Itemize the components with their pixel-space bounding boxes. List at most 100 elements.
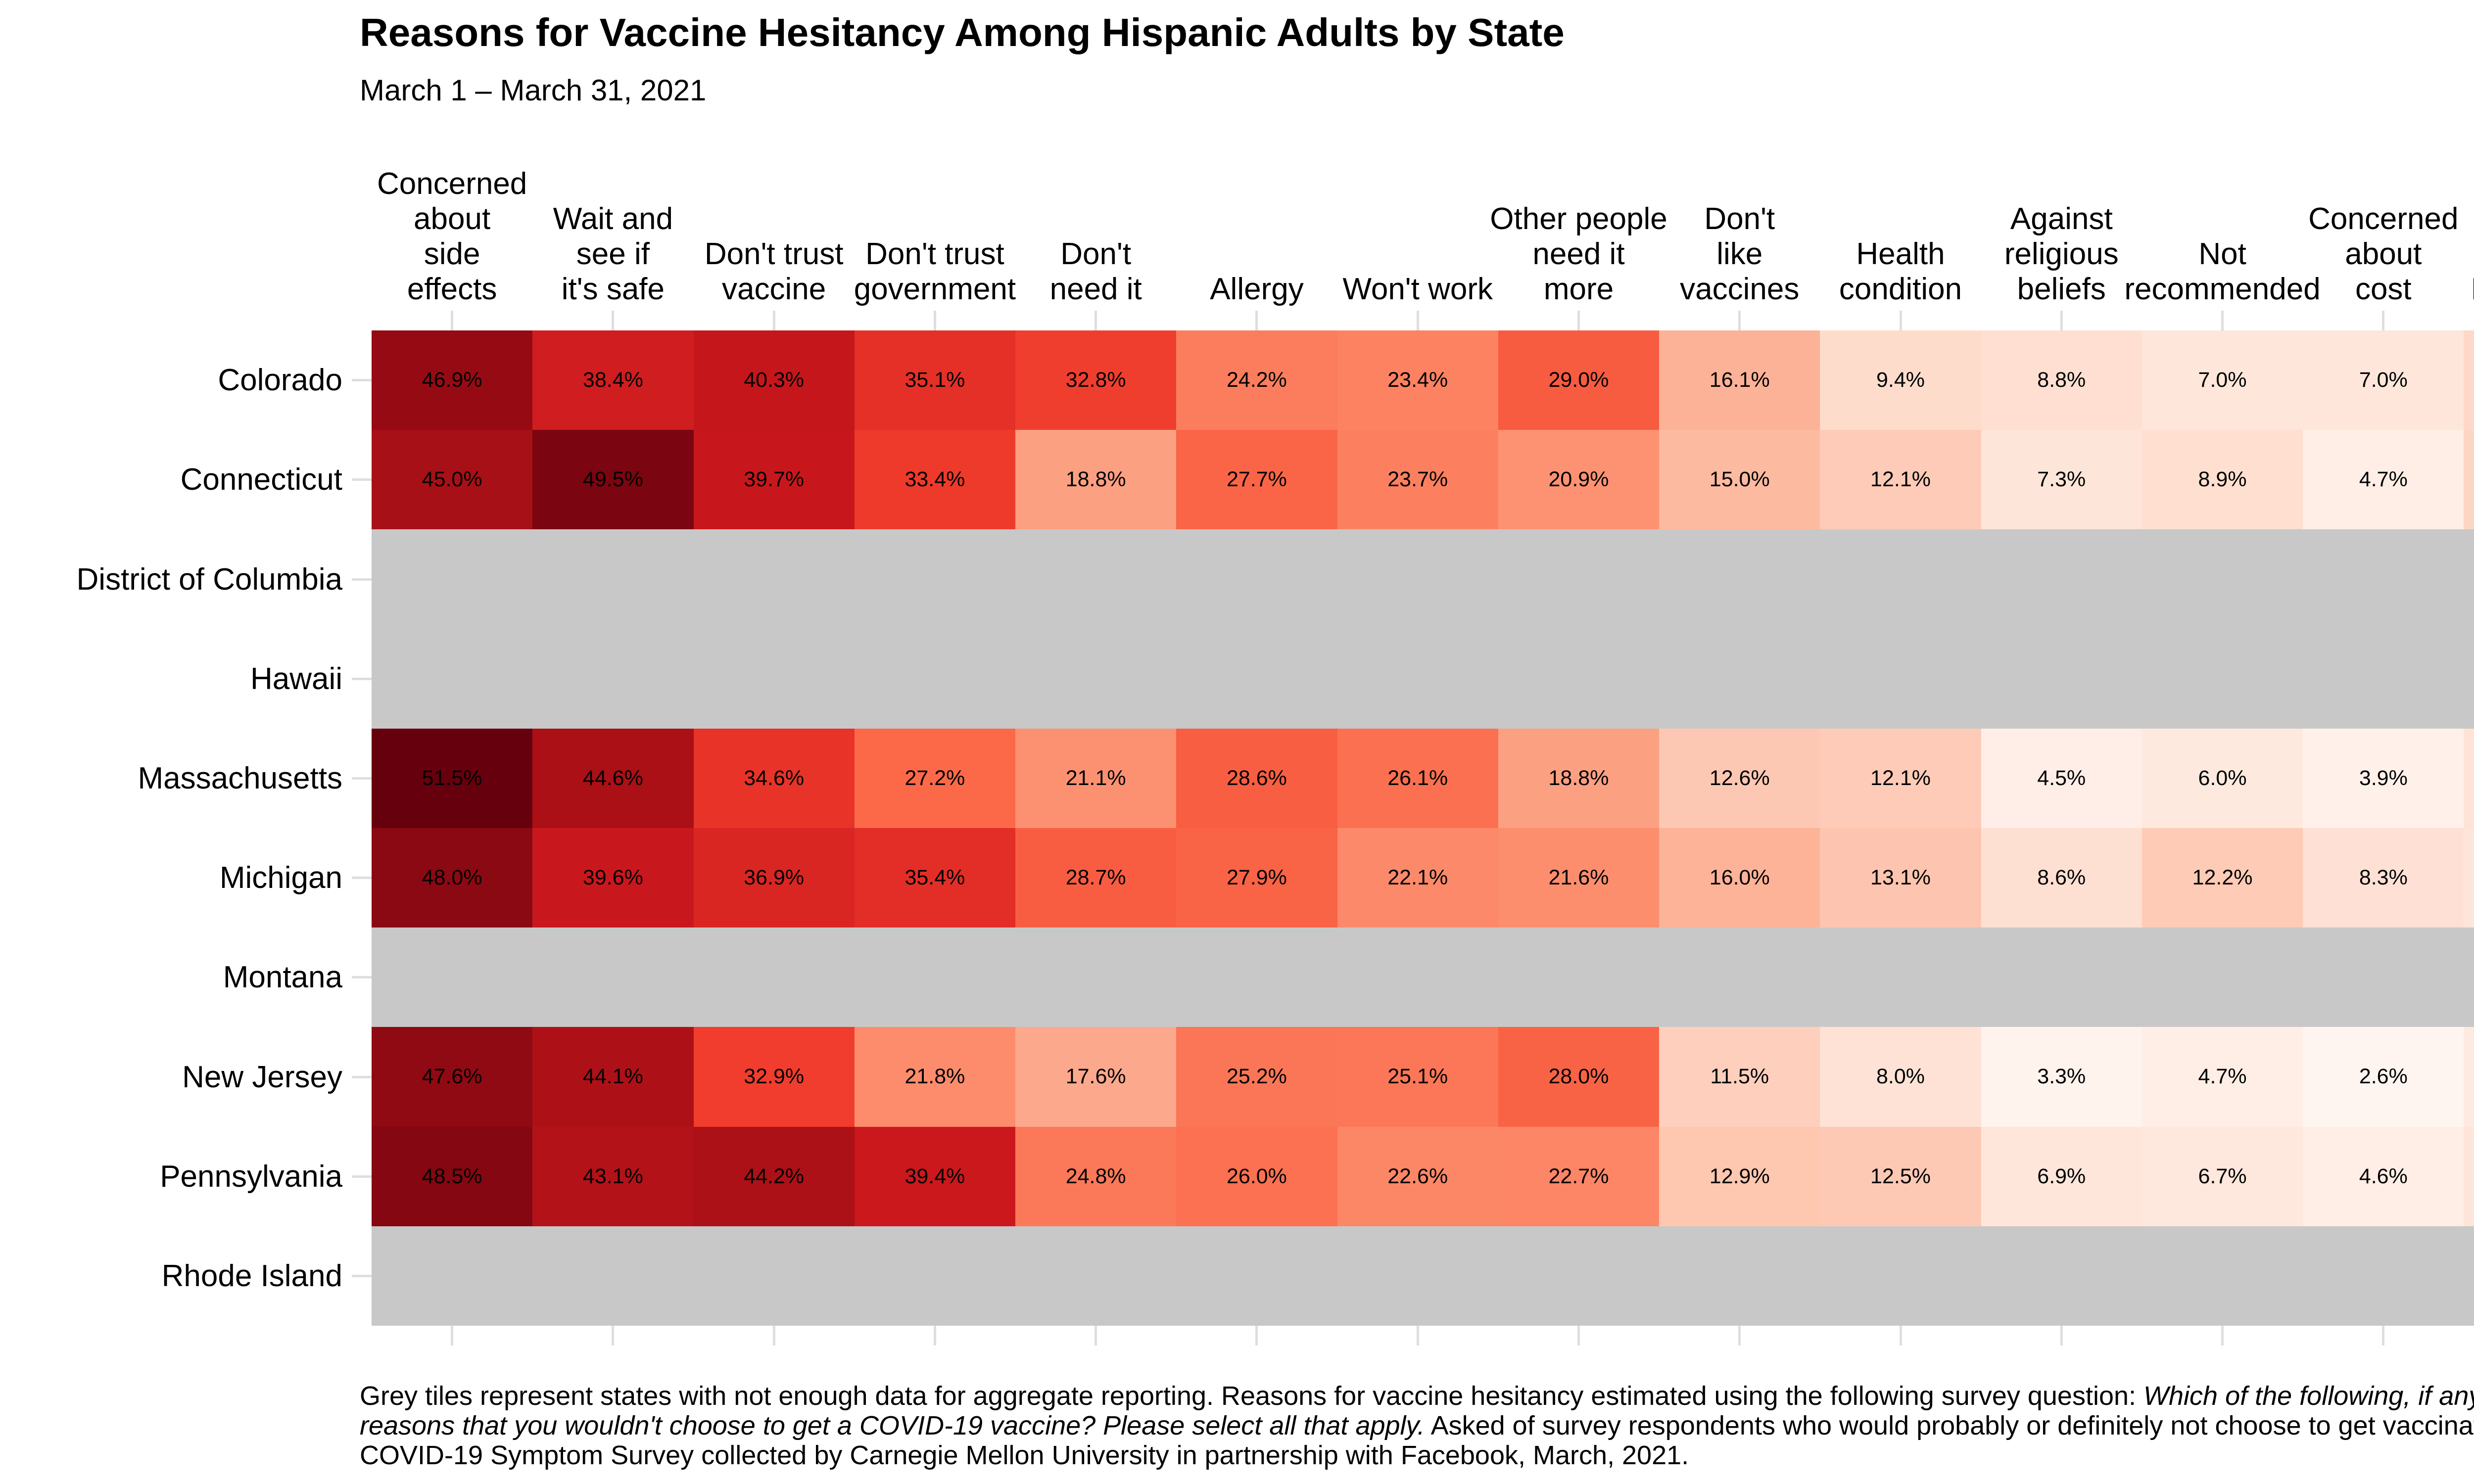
heatmap-cell: 18.8% <box>1498 728 1660 828</box>
column-header-10: Health condition <box>1820 236 1981 307</box>
heatmap-cell: 7.3% <box>1981 430 2142 530</box>
gridline-stub <box>2221 311 2224 330</box>
heatmap-cell-nodata <box>372 629 533 729</box>
column-header-line: Concerned <box>2308 202 2459 236</box>
gridline-stub <box>352 976 372 979</box>
heatmap-cell-nodata <box>1498 629 1660 729</box>
heatmap-cell-nodata <box>693 928 855 1027</box>
chart-title: Reasons for Vaccine Hesitancy Among Hisp… <box>360 10 1565 54</box>
gridline-stub <box>352 677 372 680</box>
heatmap-cell-nodata <box>854 629 1016 729</box>
row-label: Massachusetts <box>138 761 342 795</box>
heatmap-cell-nodata <box>1015 1226 1177 1326</box>
gridline-stub <box>2060 311 2063 330</box>
row-label: Michigan <box>219 861 342 895</box>
heatmap-cell-nodata <box>1176 1226 1337 1326</box>
heatmap-cell: 33.4% <box>854 430 1016 530</box>
heatmap-cell: 12.9% <box>1659 1126 1820 1226</box>
gridline-stub <box>1577 1326 1580 1345</box>
heatmap-cell: 3.9% <box>2303 728 2464 828</box>
heatmap-cell-nodata <box>1337 629 1498 729</box>
column-header-line: Health <box>1856 237 1945 271</box>
gridline-stub <box>1255 311 1258 330</box>
column-header-7: Won't work <box>1337 272 1498 307</box>
heatmap-cell: 12.5% <box>1820 1126 1981 1226</box>
heatmap-cell: 21.1% <box>1015 728 1177 828</box>
column-header-line: Allergy <box>1210 272 1304 306</box>
column-header-3: Don't trust vaccine <box>694 236 855 307</box>
heatmap-cell: 7.3% <box>2464 1126 2474 1226</box>
heatmap-cell-nodata <box>372 529 533 629</box>
heatmap-cell: 7.2% <box>2464 828 2474 928</box>
footnote-text-2: Asked of survey respondents who would pr… <box>360 1411 2474 1470</box>
gridline-stub <box>612 1326 615 1345</box>
column-header-line: beliefs <box>2017 272 2106 306</box>
gridline-stub <box>1255 1326 1258 1345</box>
heatmap-cell: 17.6% <box>1015 1027 1177 1127</box>
heatmap-cell: 9.4% <box>1820 330 1981 430</box>
heatmap-cell: 28.6% <box>1176 728 1337 828</box>
gridline-stub <box>1416 1326 1419 1345</box>
heatmap-cell-nodata <box>1176 928 1337 1027</box>
heatmap-cell-nodata <box>1498 1226 1660 1326</box>
heatmap-cell: 11.5% <box>1659 1027 1820 1127</box>
heatmap-cell: 22.7% <box>1498 1126 1660 1226</box>
heatmap-cell-nodata <box>1337 928 1498 1027</box>
heatmap-cell-nodata <box>1659 629 1820 729</box>
heatmap-cell: 7.0% <box>2141 330 2303 430</box>
heatmap-cell-nodata <box>1981 529 2142 629</box>
heatmap-cell: 5.7% <box>2464 1027 2474 1127</box>
heatmap-cell: 27.7% <box>1176 430 1337 530</box>
heatmap-cell: 44.2% <box>693 1126 855 1226</box>
heatmap-cell-nodata <box>854 1226 1016 1326</box>
row-label: District of Columbia <box>76 562 342 597</box>
gridline-stub <box>772 311 775 330</box>
column-header-5: Don't need it <box>1015 236 1176 307</box>
chart-footnote: Grey tiles represent states with not eno… <box>360 1381 2474 1470</box>
heatmap-cell: 21.6% <box>1498 828 1660 928</box>
heatmap-cell-nodata <box>1176 629 1337 729</box>
gridline-stub <box>352 379 372 382</box>
heatmap-cell: 12.6% <box>1659 728 1820 828</box>
heatmap-cell-nodata <box>2464 1226 2474 1326</box>
heatmap-cell: 28.7% <box>1015 828 1177 928</box>
heatmap-cell: 6.7% <box>2141 1126 2303 1226</box>
column-header-14: Pregnancy <box>2464 272 2474 307</box>
column-header-line: Don't trust <box>704 237 844 271</box>
column-header-line: vaccines <box>1680 272 1800 306</box>
column-header-line: need it <box>1049 272 1142 306</box>
gridline-stub <box>352 1175 372 1178</box>
heatmap-cell: 23.4% <box>1337 330 1498 430</box>
heatmap-cell: 45.0% <box>372 430 533 530</box>
gridline-stub <box>451 311 454 330</box>
column-header-line: side <box>424 237 480 271</box>
heatmap-cell-nodata <box>372 1226 533 1326</box>
heatmap-cell: 46.9% <box>372 330 533 430</box>
heatmap-cell: 8.9% <box>2141 430 2303 530</box>
heatmap-cell: 29.0% <box>1498 330 1660 430</box>
heatmap-cell: 48.5% <box>372 1126 533 1226</box>
heatmap-cell-nodata <box>1820 928 1981 1027</box>
heatmap-cell-nodata <box>1981 629 2142 729</box>
heatmap-cell-nodata <box>1498 928 1660 1027</box>
gridline-stub <box>1416 311 1419 330</box>
row-label: Colorado <box>218 363 342 398</box>
gridline-stub <box>2382 311 2385 330</box>
column-header-line: need it <box>1532 237 1625 271</box>
heatmap-cell-nodata <box>1337 1226 1498 1326</box>
heatmap-cell: 39.7% <box>693 430 855 530</box>
heatmap-cell-nodata <box>2303 928 2464 1027</box>
heatmap-cell: 2.6% <box>2303 1027 2464 1127</box>
heatmap-cell: 27.2% <box>854 728 1016 828</box>
heatmap-cell: 13.1% <box>1820 828 1981 928</box>
gridline-stub <box>352 777 372 780</box>
heatmap-cell-nodata <box>1015 928 1177 1027</box>
heatmap-cell: 4.6% <box>2303 1126 2464 1226</box>
column-header-line: Won't work <box>1342 272 1493 306</box>
row-label: Connecticut <box>180 463 342 497</box>
heatmap-cell-nodata <box>1659 928 1820 1027</box>
heatmap-cell: 15.0% <box>1659 430 1820 530</box>
column-header-line: cost <box>2355 272 2412 306</box>
heatmap-cell-nodata <box>2303 629 2464 729</box>
column-header-line: Other people <box>1490 202 1667 236</box>
